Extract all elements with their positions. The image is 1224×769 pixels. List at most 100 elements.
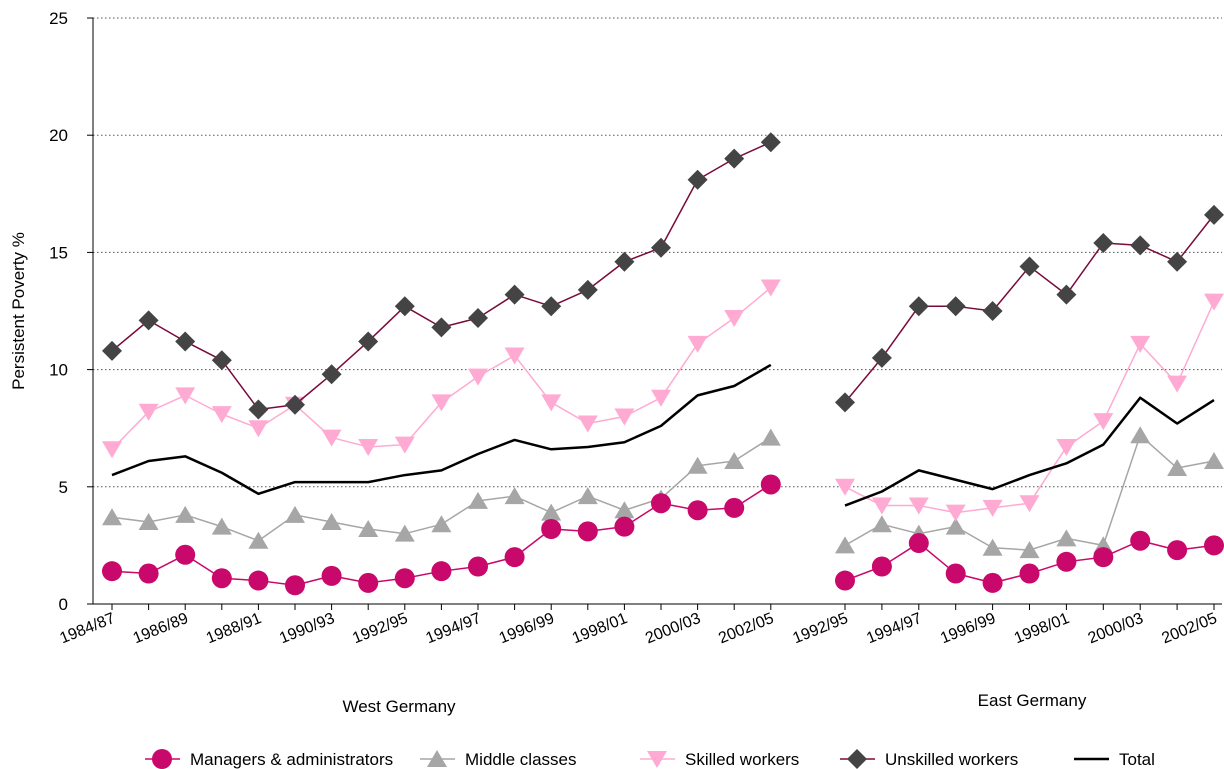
data-point-unskilled <box>945 296 966 317</box>
data-point-managers <box>908 533 929 554</box>
data-point-middle <box>541 503 562 521</box>
data-point-managers <box>945 563 966 584</box>
data-point-middle <box>1204 452 1224 470</box>
data-point-managers <box>1204 535 1224 556</box>
data-point-managers <box>982 572 1003 593</box>
data-point-unskilled <box>431 317 452 338</box>
data-point-middle <box>871 515 892 533</box>
data-point-managers <box>102 561 122 582</box>
data-point-managers <box>504 547 525 568</box>
x-ticks: 1984/87 1986/89 1988/91 1990/93 1992/95 1994/… <box>57 604 1220 647</box>
legend-item-middle: Middle classes <box>420 750 577 769</box>
data-point-managers <box>687 500 708 521</box>
data-point-unskilled <box>1130 235 1151 256</box>
series-line-skilled <box>111 286 772 450</box>
data-point-unskilled <box>651 237 671 258</box>
y-tick-label: 15 <box>49 243 68 262</box>
data-point-middle <box>175 505 196 523</box>
data-point-middle <box>394 524 415 542</box>
data-point-managers <box>321 565 342 586</box>
data-point-middle <box>614 501 635 519</box>
data-point-middle <box>835 536 855 554</box>
data-point-middle <box>358 519 379 537</box>
data-point-managers <box>358 572 379 593</box>
data-point-managers <box>211 568 232 589</box>
data-point-skilled <box>321 429 342 447</box>
data-point-unskilled <box>687 169 708 190</box>
x-tick-label: 1986/89 <box>131 610 191 647</box>
data-point-skilled <box>175 387 196 405</box>
data-point-unskilled <box>468 308 488 329</box>
data-point-skilled <box>614 408 635 426</box>
data-point-managers <box>248 570 269 591</box>
x-tick-label: 1998/01 <box>1012 610 1072 647</box>
legend-label: Managers & administrators <box>190 750 393 769</box>
data-point-managers <box>724 497 745 518</box>
data-point-managers <box>1167 540 1188 561</box>
legend-marker-managers <box>152 749 172 769</box>
x-tick-label: 2000/03 <box>1086 610 1146 647</box>
x-tick-label: 2002/05 <box>716 610 776 647</box>
legend-item-unskilled: Unskilled workers <box>840 749 1018 769</box>
data-point-managers <box>871 556 892 577</box>
panel-label-west: West Germany <box>342 697 456 716</box>
data-point-unskilled <box>908 296 929 317</box>
data-point-skilled <box>835 478 855 496</box>
x-tick-label: 1992/95 <box>350 610 410 647</box>
legend-item-total: Total <box>1074 750 1155 769</box>
data-point-middle <box>504 487 525 505</box>
data-point-skilled <box>138 403 159 421</box>
data-point-managers <box>1130 530 1151 551</box>
data-point-skilled <box>1130 335 1151 353</box>
data-point-unskilled <box>138 310 159 331</box>
x-tick-label: 1996/99 <box>497 610 557 647</box>
y-tick-label: 5 <box>59 478 68 497</box>
x-tick-label: 2002/05 <box>1159 610 1219 647</box>
legend-marker-skilled <box>647 751 667 768</box>
data-point-skilled <box>871 497 892 515</box>
series-line-middle <box>844 434 1215 551</box>
legend-label: Middle classes <box>465 750 577 769</box>
data-point-unskilled <box>1019 256 1040 277</box>
x-tick-label: 1988/91 <box>204 610 264 647</box>
data-point-middle <box>760 428 781 446</box>
data-point-skilled <box>982 499 1003 517</box>
data-point-skilled <box>1056 438 1077 456</box>
data-point-unskilled <box>285 394 305 415</box>
data-point-unskilled <box>248 399 269 420</box>
x-tick-label: 2000/03 <box>643 610 703 647</box>
legend-marker-middle <box>427 750 447 767</box>
data-point-managers <box>1093 547 1114 568</box>
data-point-unskilled <box>541 296 562 317</box>
data-point-unskilled <box>1093 233 1114 254</box>
data-point-skilled <box>760 279 781 297</box>
data-point-middle <box>102 508 122 526</box>
data-point-skilled <box>504 347 525 365</box>
series-middle-panel-1 <box>102 428 781 549</box>
data-point-middle <box>138 512 159 530</box>
data-point-skilled <box>1019 495 1040 513</box>
series-managers-panel-2 <box>835 530 1224 593</box>
data-point-skilled <box>651 389 671 407</box>
series-skilled-panel-2 <box>835 293 1224 522</box>
data-point-skilled <box>945 504 966 522</box>
data-point-managers <box>760 474 781 495</box>
series-middle-panel-2 <box>835 426 1224 559</box>
data-point-unskilled <box>1056 284 1077 305</box>
data-point-middle <box>1056 529 1077 547</box>
series-layer <box>102 132 1224 596</box>
data-point-middle <box>248 531 269 549</box>
x-tick-label: 1998/01 <box>570 610 630 647</box>
data-point-managers <box>541 518 562 539</box>
legend-label: Skilled workers <box>685 750 799 769</box>
legend-item-skilled: Skilled workers <box>640 750 799 769</box>
data-point-unskilled <box>577 279 598 300</box>
legend-label: Unskilled workers <box>885 750 1018 769</box>
data-point-skilled <box>724 310 745 328</box>
x-tick-label: 1992/95 <box>790 610 850 647</box>
data-point-unskilled <box>1167 251 1188 272</box>
data-point-managers <box>1019 563 1040 584</box>
y-axis-label: Persistent Poverty % <box>9 232 28 390</box>
data-point-unskilled <box>504 284 525 305</box>
data-point-skilled <box>211 406 232 424</box>
